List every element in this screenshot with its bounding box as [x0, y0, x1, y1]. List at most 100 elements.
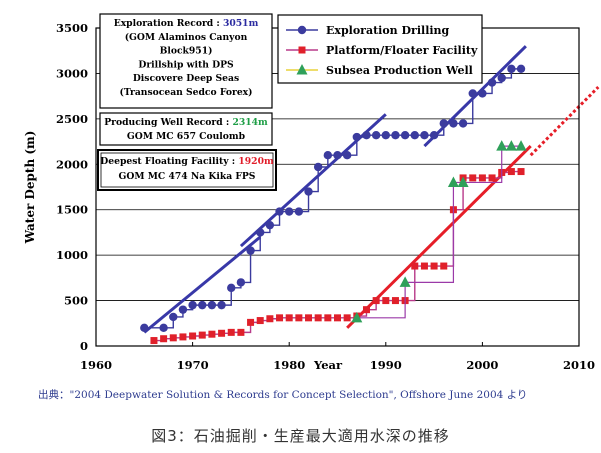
annotation-line: Exploration Record : 3051m: [114, 18, 259, 29]
point-exploration-1982: [304, 187, 313, 196]
point-exploration-1978: [265, 220, 275, 230]
trend-line-2: [239, 113, 387, 248]
point-exploration-1996: [439, 119, 448, 128]
point-exploration-1984: [323, 151, 333, 160]
point-subsea-2002: [496, 140, 508, 151]
annotation-box-2: Producing Well Record : 2314m GOM MC 657 …: [99, 112, 273, 146]
point-platform-1970: [189, 332, 197, 340]
x-tick-label: 1960: [80, 358, 112, 372]
legend-swatch-marker: [296, 64, 308, 75]
trend-line-1: [143, 235, 262, 334]
point-platform-1968: [169, 334, 177, 342]
point-exploration-2001: [487, 78, 497, 87]
point-exploration-1971: [198, 300, 207, 310]
point-exploration-1990: [381, 131, 390, 140]
point-subsea-1998: [457, 176, 469, 187]
point-platform-1975: [237, 328, 245, 336]
figure-caption: 図3：石油掘削・生産最大適用水深の推移: [151, 427, 450, 445]
point-exploration-2000: [478, 89, 487, 98]
annotation-line: Producing Well Record : 2314m: [104, 117, 268, 128]
point-exploration-2002: [497, 73, 506, 83]
point-exploration-1972: [207, 300, 217, 310]
point-subsea-1987: [351, 311, 363, 323]
point-platform-1986: [343, 314, 351, 322]
series-platform: [150, 168, 525, 345]
point-platform-1995: [430, 262, 438, 270]
y-axis-label: Water Depth (m): [23, 131, 37, 245]
point-platform-1974: [227, 328, 235, 336]
legend-frame: [277, 14, 483, 84]
point-exploration-1994: [420, 131, 429, 140]
point-exploration-1973: [217, 300, 226, 310]
annotation-line: Discovere Deep Seas: [133, 73, 239, 84]
x-tick-label: 1980: [273, 358, 305, 372]
point-platform-2000: [478, 174, 486, 182]
annotation-line: (Transocean Sedco Forex): [119, 87, 252, 98]
point-exploration-1965: [140, 323, 149, 333]
point-platform-1971: [198, 331, 206, 339]
annotation-frame: [99, 112, 273, 146]
point-platform-2001: [488, 174, 496, 182]
annotation-line: GOM MC 657 Coulomb: [127, 131, 246, 142]
point-platform-1990: [382, 297, 390, 305]
point-exploration-1980: [285, 207, 294, 216]
x-tick-label: 1990: [370, 358, 402, 372]
point-subsea-1997: [447, 176, 459, 187]
point-exploration-1985: [333, 151, 342, 160]
annotation-line: GOM MC 474 Na Kika FPS: [119, 171, 256, 182]
point-exploration-1989: [371, 131, 381, 140]
point-exploration-1988: [362, 131, 371, 140]
point-platform-1978: [266, 315, 274, 323]
y-tick-label: 0: [80, 339, 88, 353]
point-platform-1989: [372, 297, 380, 305]
point-exploration-1993: [410, 131, 419, 140]
annotation-box-1: Exploration Record : 3051m (GOM Alaminos …: [99, 13, 273, 109]
annotation-frame: [99, 13, 273, 109]
point-exploration-1999: [468, 89, 477, 98]
point-exploration-1968: [169, 312, 178, 322]
series-subsea: [351, 140, 527, 323]
y-tick-label: 1500: [56, 203, 88, 217]
legend-item-subsea: Subsea Production Well: [286, 64, 473, 77]
point-exploration-1986: [342, 151, 352, 160]
point-exploration-1970: [188, 300, 197, 310]
annotation-inner-frame: [100, 152, 274, 188]
point-exploration-1998: [458, 119, 468, 128]
point-platform-1993: [411, 262, 419, 270]
point-platform-1980: [285, 314, 293, 322]
series-exploration: [140, 64, 526, 333]
point-platform-1972: [208, 330, 216, 338]
data-series: [140, 64, 527, 345]
annotation-line: (GOM Alaminos Canyon: [125, 32, 248, 43]
point-platform-1979: [276, 314, 284, 322]
annotation-line: Deepest Floating Facility : 1920m: [100, 156, 274, 167]
point-exploration-1997: [449, 119, 458, 128]
point-platform-1985: [334, 314, 341, 322]
point-exploration-1969: [178, 305, 188, 314]
point-platform-1973: [218, 329, 226, 337]
annotation-boxes: Exploration Record : 3051m (GOM Alaminos …: [97, 13, 277, 191]
point-subsea-2004: [515, 140, 527, 151]
point-exploration-1974: [227, 283, 236, 293]
annotation-frame: [97, 149, 277, 191]
legend-item-platform: Platform/Floater Facility: [286, 44, 478, 57]
point-subsea-2003: [505, 140, 517, 151]
point-exploration-1991: [391, 131, 400, 140]
chart: 0 500 1000 1500 2000 2500 3000 3500 1960 1970 1980…: [23, 13, 600, 372]
legend-label: Platform/Floater Facility: [326, 44, 478, 57]
point-platform-1969: [179, 333, 187, 341]
annotation-box-3: Deepest Floating Facility : 1920m GOM MC …: [97, 149, 277, 191]
point-exploration-1976: [246, 246, 255, 255]
legend-label: Subsea Production Well: [326, 64, 473, 77]
legend-swatch-marker: [298, 46, 306, 54]
point-platform-1981: [295, 314, 303, 322]
point-exploration-1983: [313, 162, 323, 172]
legend-swatch-marker: [297, 25, 307, 35]
point-exploration-2004: [516, 64, 526, 73]
point-platform-1991: [391, 297, 399, 305]
point-exploration-1977: [256, 228, 265, 237]
source-citation: 出典："2004 Deepwater Solution & Records fo…: [38, 389, 528, 401]
point-platform-2004: [517, 168, 525, 176]
point-platform-1982: [305, 314, 313, 322]
y-tick-label: 3500: [56, 21, 88, 35]
